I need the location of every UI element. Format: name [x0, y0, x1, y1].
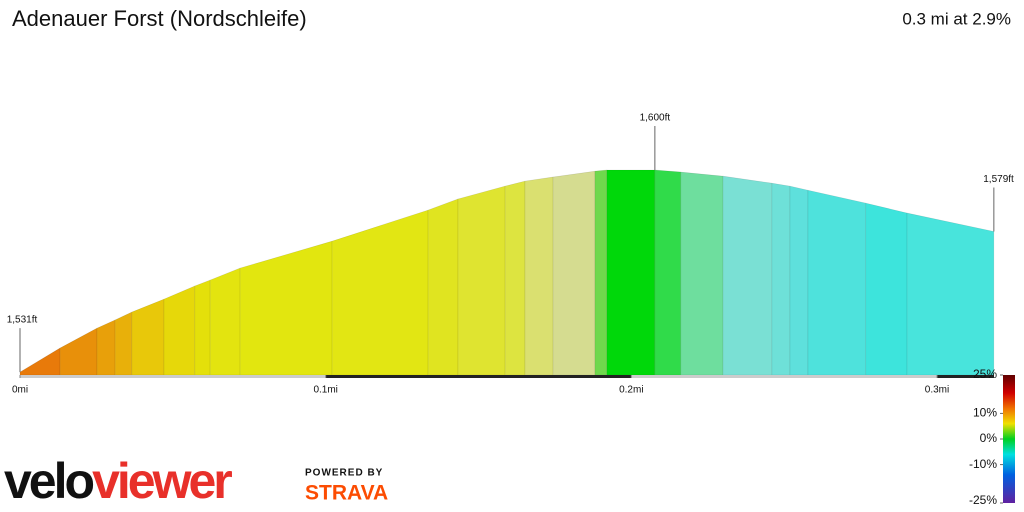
annotation-label: 1,531ft [7, 315, 38, 326]
profile-segment [59, 327, 98, 376]
profile-segment [427, 198, 459, 376]
logo: veloviewer [4, 453, 232, 509]
axis-bar-dark [937, 375, 994, 378]
colorbar-label: 0% [980, 431, 998, 445]
logo-viewer: viewer [92, 453, 232, 509]
colorbar-label: -25% [969, 493, 997, 507]
profile-segment [209, 267, 241, 376]
logo-velo: velo [4, 453, 94, 509]
powered-by: POWERED BY [305, 468, 383, 479]
profile-segment [771, 182, 791, 376]
annotation-label: 1,579ft [983, 174, 1014, 185]
profile-segment [906, 212, 995, 376]
colorbar-label: 25% [973, 367, 997, 381]
profile-segment [606, 169, 656, 376]
profile-segment [331, 209, 429, 376]
axis-bar-dark [325, 375, 632, 378]
profile-segment [19, 347, 61, 376]
profile-segment [96, 319, 116, 376]
profile-segment [194, 279, 211, 376]
profile-segment [131, 298, 165, 376]
x-tick-label: 0.3mi [925, 385, 949, 396]
x-tick-label: 0mi [12, 385, 28, 396]
profile-segment [504, 180, 526, 376]
summary: 0.3 mi at 2.9% [902, 9, 1011, 28]
profile-segment [114, 311, 133, 376]
profile-segment [789, 185, 809, 376]
profile-segment [865, 202, 908, 376]
colorbar-label: 10% [973, 406, 997, 420]
strava-logo: STRAVA [305, 482, 388, 505]
colorbar [1003, 375, 1015, 503]
x-tick-label: 0.1mi [313, 385, 337, 396]
profile-segment [552, 170, 596, 376]
profile-segment [524, 176, 554, 376]
profile-segment [807, 189, 867, 376]
colorbar-label: -10% [969, 457, 997, 471]
profile-segment [239, 240, 333, 376]
profile-segment [722, 175, 773, 376]
profile-segment [680, 171, 724, 376]
profile-segment [457, 185, 506, 376]
x-tick-label: 0.2mi [619, 385, 643, 396]
profile-segment [163, 285, 196, 376]
profile-segment [654, 169, 682, 376]
chart-title: Adenauer Forst (Nordschleife) [12, 6, 307, 31]
profile-segment [594, 169, 608, 376]
annotation-label: 1,600ft [640, 113, 671, 124]
